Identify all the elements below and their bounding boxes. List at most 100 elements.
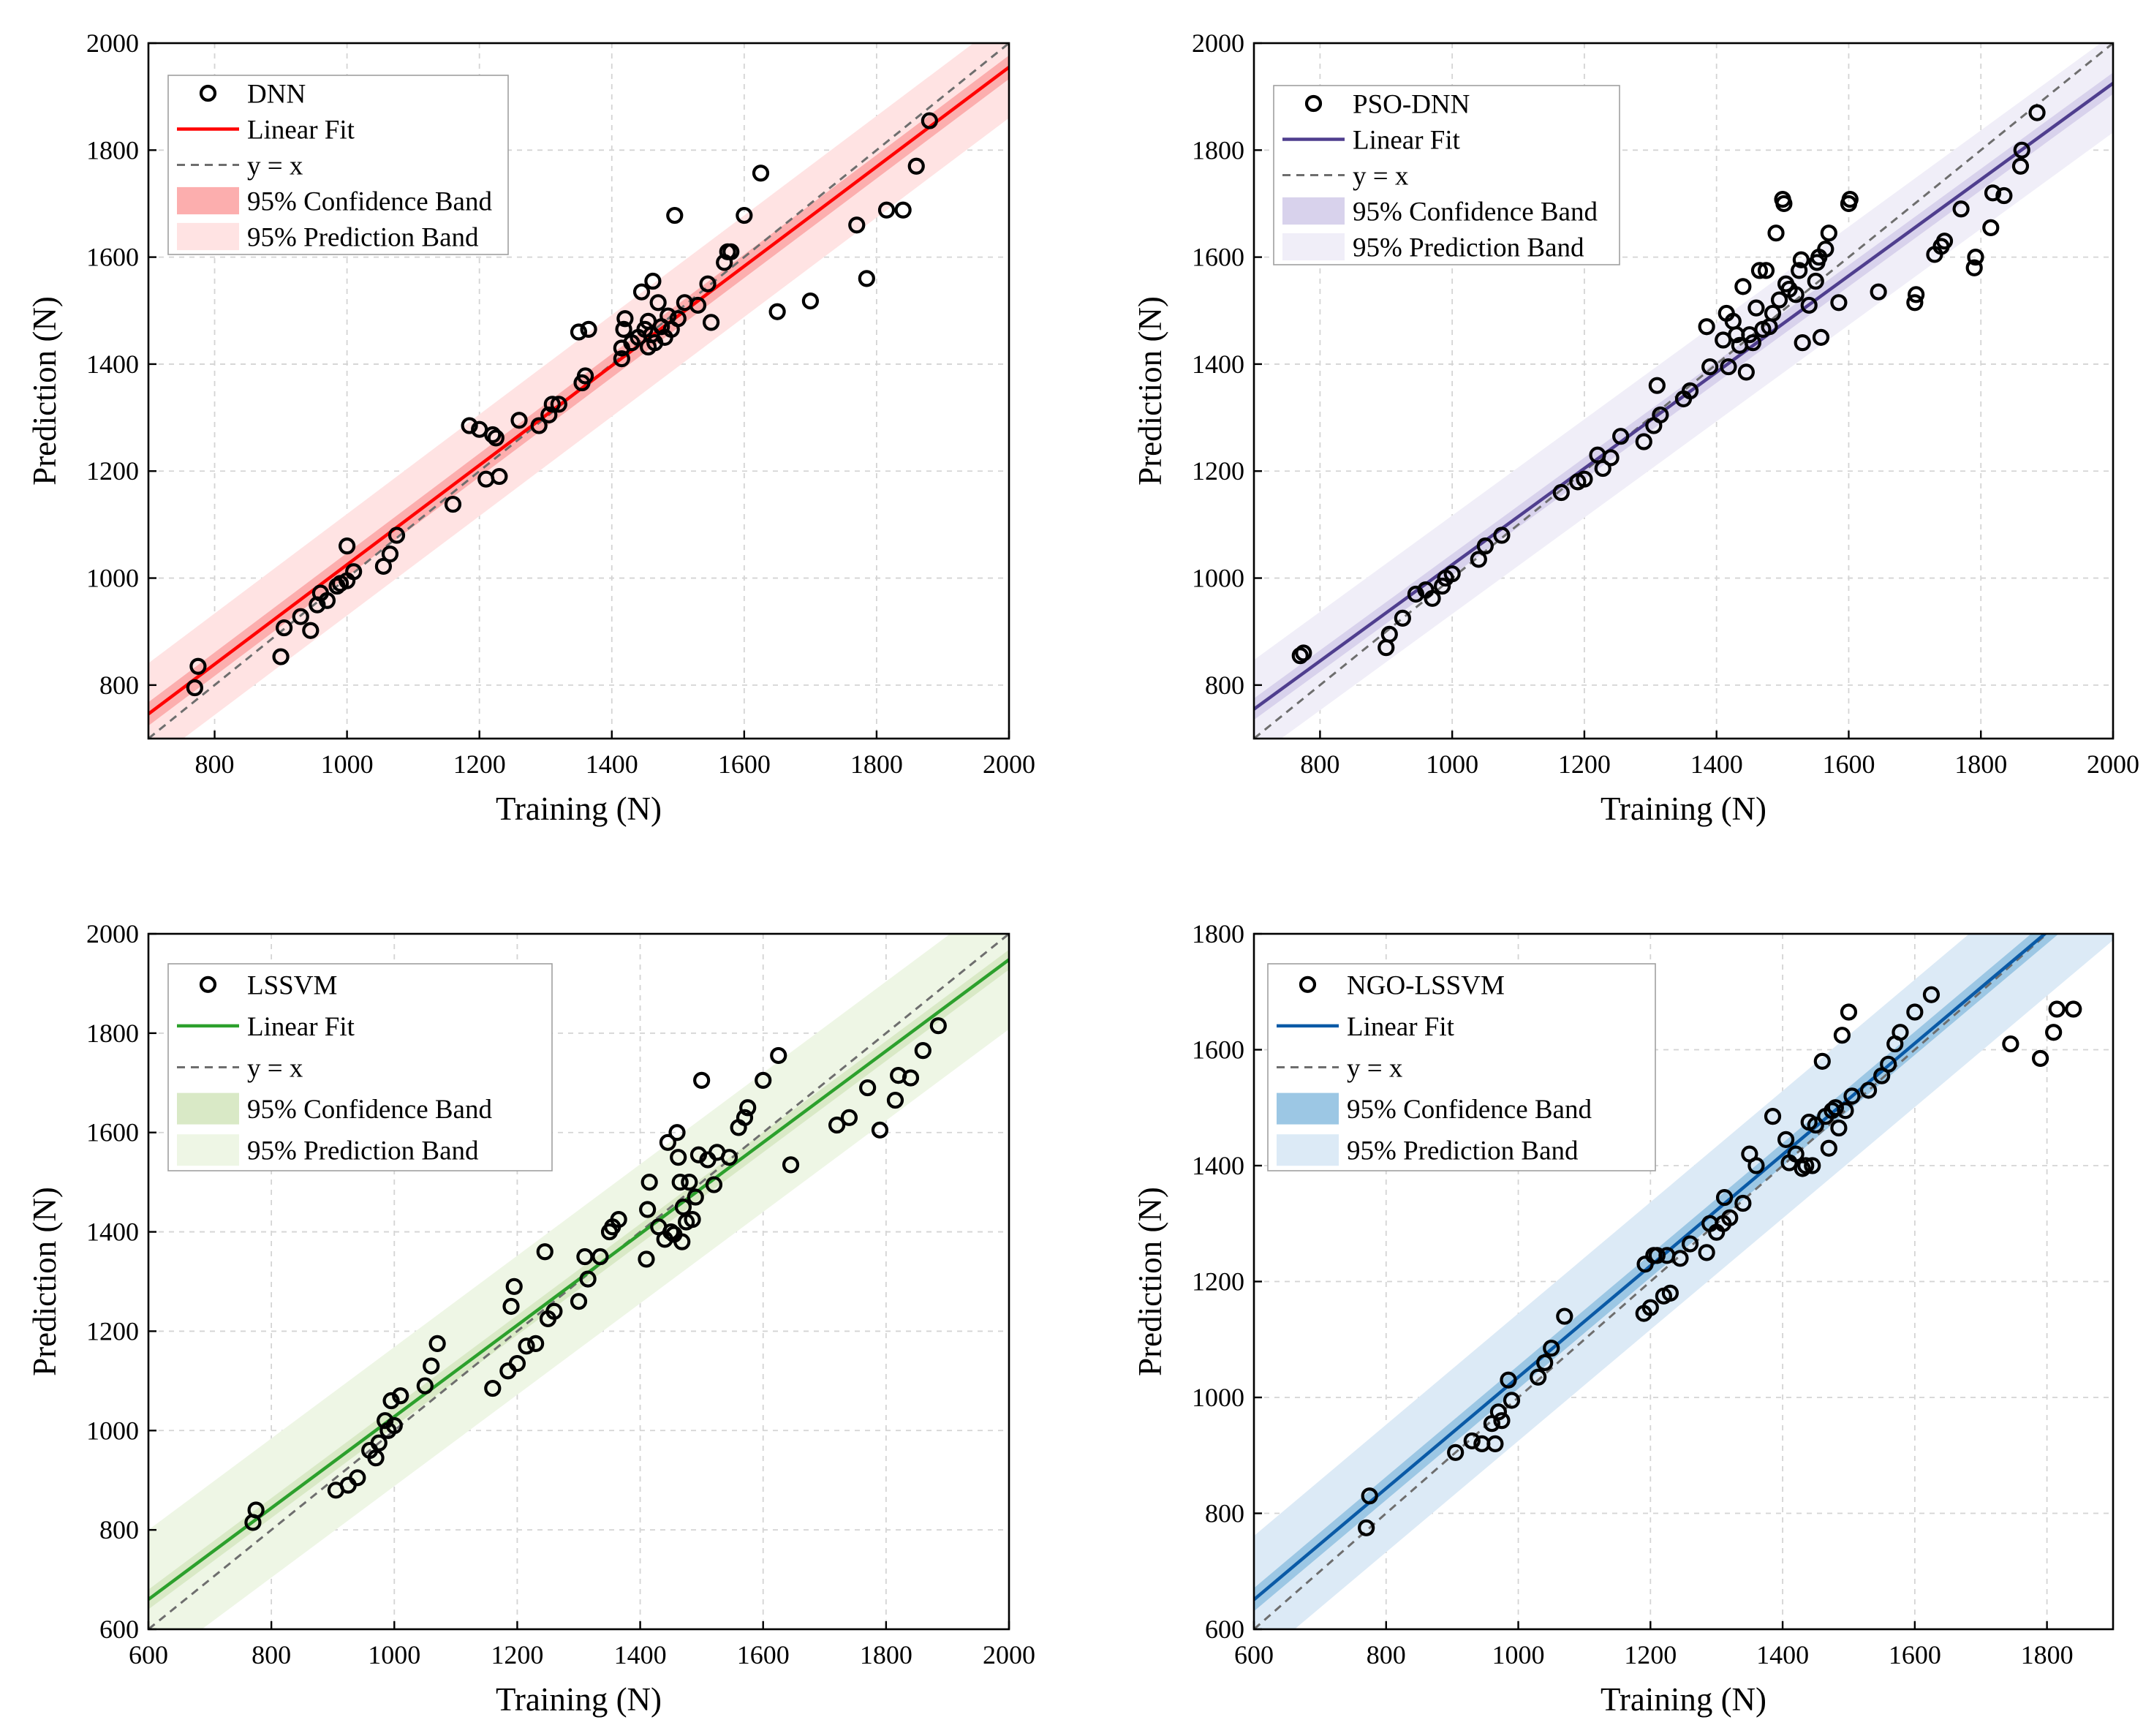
x-tick-label: 800: [1300, 750, 1339, 779]
y-tick-label: 1200: [1192, 1267, 1244, 1297]
data-point: [699, 275, 717, 293]
data-point: [186, 679, 203, 697]
y-tick-label: 1600: [86, 1118, 139, 1147]
data-point: [705, 1176, 723, 1193]
data-point: [755, 1071, 772, 1089]
data-point: [1503, 1392, 1521, 1409]
data-point: [1906, 294, 1924, 312]
y-tick-label: 1200: [86, 456, 139, 486]
data-points: [244, 1017, 947, 1531]
x-tick-label: 600: [129, 1640, 168, 1669]
data-point: [1493, 1412, 1511, 1430]
y-tick-label: 1800: [86, 135, 139, 165]
data-point: [1671, 1250, 1689, 1267]
x-tick-label: 800: [195, 750, 235, 779]
data-point: [2002, 1035, 2019, 1053]
x-tick-label: 1400: [1756, 1640, 1809, 1669]
y-tick-label: 1000: [86, 1416, 139, 1445]
data-point: [1775, 195, 1793, 213]
y-axis-title: Prediction (N): [1132, 1187, 1168, 1376]
x-tick-label: 800: [1367, 1640, 1406, 1669]
data-point: [385, 1416, 403, 1435]
data-point: [487, 429, 505, 447]
x-axis-title: Training (N): [496, 1681, 662, 1718]
data-point: [1791, 262, 1808, 279]
legend-label-prediction: 95% Prediction Band: [1353, 233, 1584, 263]
legend-label-identity: y = x: [1347, 1054, 1403, 1084]
legend-label-prediction: 95% Prediction Band: [247, 223, 479, 253]
linear-fit-line: [148, 958, 1009, 1601]
data-point: [592, 1248, 609, 1266]
chart-panel-pso-dnn: 800 1000 1200 1400 1600 1800 2000 800 1000 1200 14…: [1132, 29, 2139, 827]
data-point: [1734, 1194, 1752, 1212]
y-tick-label: 1400: [1192, 1151, 1244, 1180]
legend-point-marker: [199, 975, 217, 993]
data-point: [720, 1149, 738, 1166]
x-tick-label: 1000: [1426, 750, 1478, 779]
data-point: [1777, 1131, 1795, 1148]
data-point: [570, 1293, 588, 1310]
legend-point-marker: [1299, 975, 1317, 993]
data-point: [1636, 1256, 1654, 1273]
y-tick-label: 1400: [86, 1218, 139, 1247]
data-point: [1767, 224, 1785, 242]
data-point: [580, 320, 597, 338]
data-point: [1594, 459, 1611, 478]
legend-confidence-swatch: [177, 186, 239, 215]
data-point: [768, 303, 786, 320]
plot-frame: [147, 932, 1010, 1631]
identity-line: [148, 934, 1009, 1629]
y-tick-label: 800: [1205, 671, 1244, 700]
identity-line: [148, 43, 1009, 739]
data-point: [2011, 157, 2030, 175]
x-tick-label: 1600: [737, 1640, 790, 1669]
y-tick-label: 1000: [1192, 1383, 1244, 1412]
data-point: [848, 216, 866, 234]
data-point: [247, 1501, 265, 1519]
data-point: [752, 165, 770, 182]
plot-area: [148, 43, 1009, 739]
data-point: [610, 1210, 627, 1229]
data-point: [921, 112, 938, 129]
y-tick-label: 2000: [86, 919, 139, 948]
y-tick-label: 2000: [1192, 29, 1244, 58]
data-point: [1995, 186, 2013, 205]
data-point: [722, 243, 740, 260]
y-tick-label: 1800: [1192, 135, 1244, 165]
data-point: [1394, 609, 1411, 627]
data-point: [1757, 262, 1775, 279]
data-point: [1787, 286, 1805, 303]
data-point: [669, 310, 687, 328]
legend-label-prediction: 95% Prediction Band: [1347, 1136, 1579, 1166]
data-points: [1291, 104, 2046, 665]
y-tick-label: 1800: [86, 1019, 139, 1048]
data-point: [1747, 1157, 1765, 1174]
data-point: [1892, 1024, 1909, 1041]
legend-label-points: DNN: [247, 80, 306, 110]
data-point: [782, 1156, 800, 1174]
linear-fit-line: [1254, 934, 2048, 1601]
data-point: [1737, 363, 1755, 381]
legend-prediction-swatch: [177, 1134, 239, 1166]
data-point: [681, 1174, 698, 1191]
plot-frame: [147, 42, 1010, 740]
data-point: [1652, 406, 1669, 424]
data-point: [1935, 233, 1954, 250]
data-point: [859, 1079, 877, 1097]
x-tick-label: 1800: [2021, 1640, 2074, 1669]
y-tick-label: 800: [99, 671, 139, 700]
data-point: [1826, 1099, 1844, 1117]
data-point: [638, 1250, 655, 1268]
chart-panel-dnn: 800 1000 1200 1400 1600 1800 2000 800 1000 1200 14…: [26, 29, 1035, 827]
data-point: [1424, 589, 1441, 607]
data-point: [367, 1449, 385, 1467]
x-tick-label: 1000: [368, 1640, 420, 1669]
legend: DNN Linear Fit y = x 95% Confidence Band 95%…: [167, 75, 509, 255]
x-tick-label: 1600: [1889, 1640, 1941, 1669]
data-point: [1635, 433, 1652, 450]
data-point: [1830, 294, 1848, 312]
data-point: [1744, 334, 1762, 352]
legend-label-prediction: 95% Prediction Band: [247, 1136, 479, 1166]
x-tick-label: 2000: [983, 1640, 1035, 1669]
